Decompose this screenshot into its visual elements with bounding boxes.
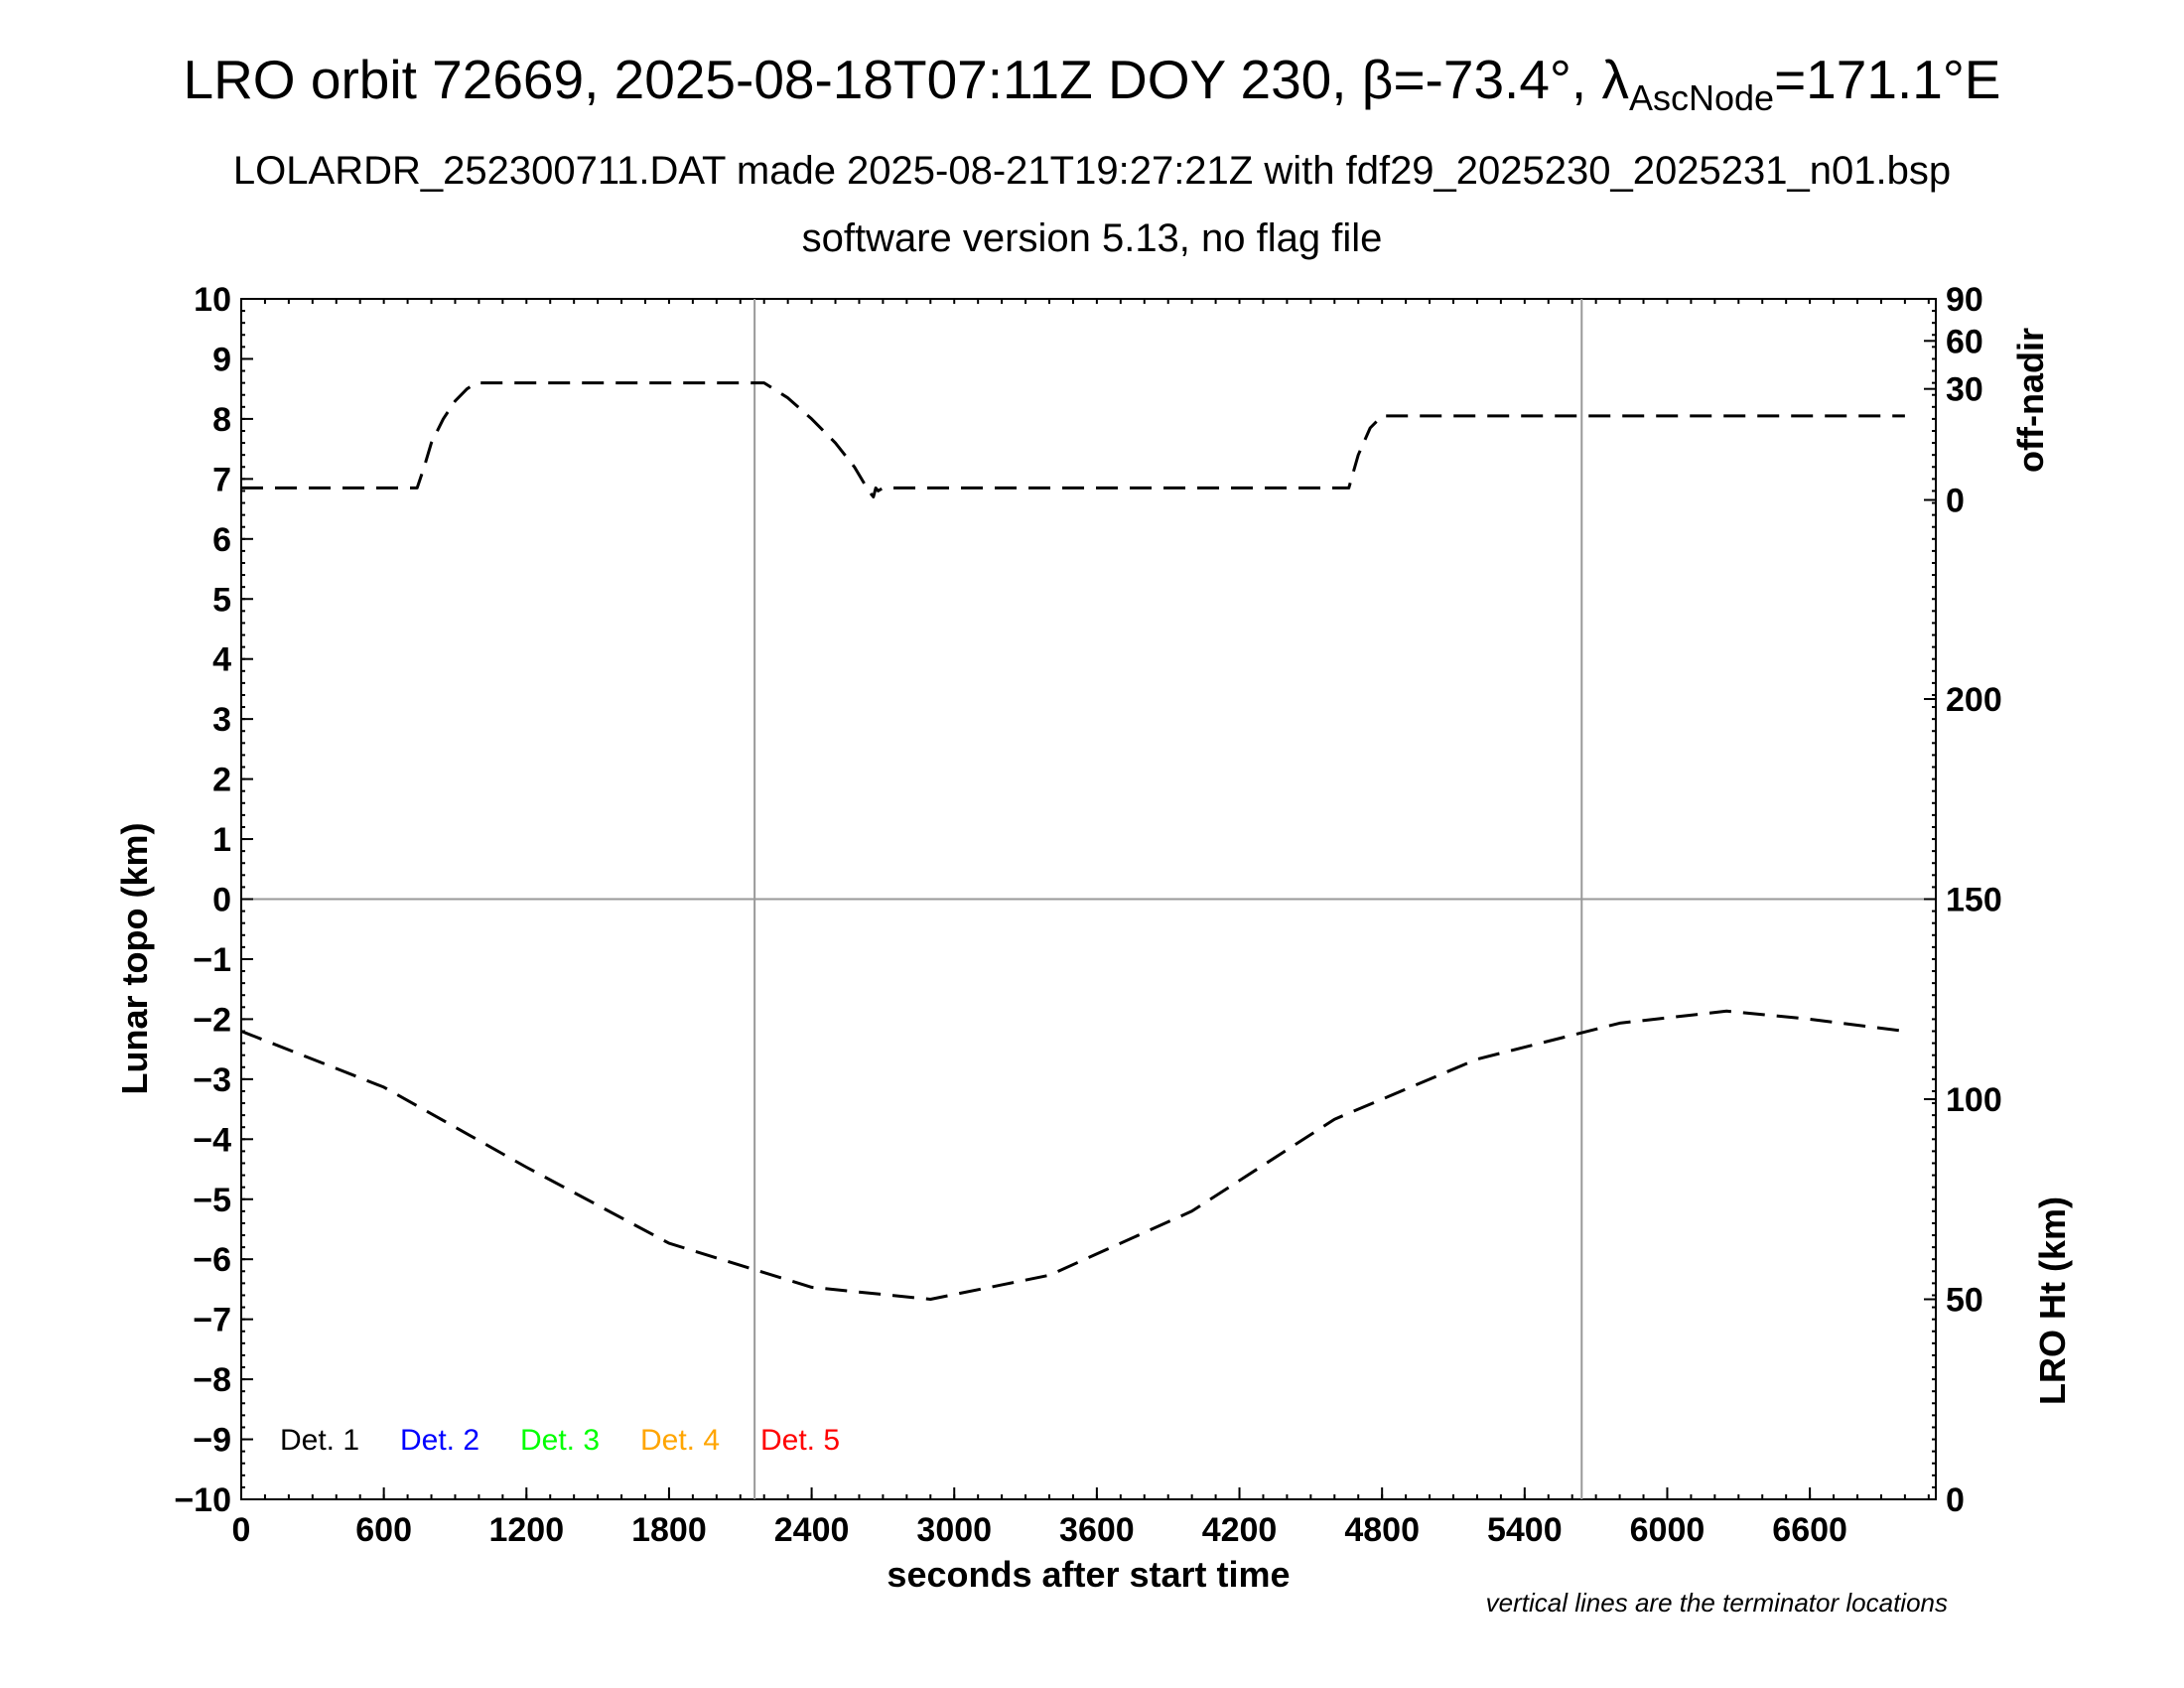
y-axis-label: Lunar topo (km)	[114, 823, 155, 1095]
y-tick-label: −10	[174, 1481, 231, 1519]
off-nadir-tick-label: 0	[1946, 483, 1965, 520]
y-tick-label: −2	[193, 1001, 231, 1039]
legend-item-5: Det. 5	[760, 1424, 840, 1457]
off-nadir-tick-label: 30	[1946, 371, 1983, 409]
chart-title-prefix: LRO orbit 72669, 2025-08-18T07:11Z DOY 2…	[183, 49, 1629, 110]
terminator-footnote: vertical lines are the terminator locati…	[1486, 1588, 1948, 1618]
chart-title-suffix: =171.1°E	[1774, 49, 2001, 110]
x-axis-ticks: 0 600 1200 1800 2400 3000 3600 4200 4800 5400 6000…	[232, 1487, 1847, 1549]
chart-title-subscript: AscNode	[1628, 77, 1775, 118]
right-axis-label-lro-ht: LRO Ht (km)	[2032, 1196, 2073, 1405]
y-tick-label: −5	[193, 1182, 231, 1219]
x-tick-label: 600	[355, 1511, 412, 1549]
legend-item-1: Det. 1	[280, 1424, 359, 1457]
y-tick-label: 6	[212, 521, 231, 559]
chart-title: LRO orbit 72669, 2025-08-18T07:11Z DOY 2…	[0, 48, 2184, 116]
y-tick-label: −4	[193, 1121, 231, 1159]
right-axis-lro-ht-ticks: 0 50 100 150 200	[1924, 681, 2002, 1519]
legend: Det. 1 Det. 2 Det. 3 Det. 4 Det. 5	[280, 1424, 840, 1457]
y-tick-label: 4	[212, 641, 231, 679]
y-tick-label: −6	[193, 1241, 231, 1279]
x-tick-label: 4800	[1344, 1511, 1420, 1549]
y-tick-label: −1	[193, 941, 231, 979]
chart-subtitle-software: software version 5.13, no flag file	[801, 216, 1383, 260]
y-tick-label: 1	[212, 821, 231, 859]
x-tick-label: 5400	[1487, 1511, 1563, 1549]
x-axis-label: seconds after start time	[887, 1554, 1290, 1595]
x-tick-label: 6600	[1772, 1511, 1847, 1549]
x-tick-label: 4200	[1202, 1511, 1278, 1549]
y-tick-label: 7	[212, 461, 231, 498]
y-tick-label: 8	[212, 401, 231, 439]
data-series	[240, 381, 1906, 1301]
legend-item-2: Det. 2	[400, 1424, 479, 1457]
chart-subtitle-file: LOLARDR_252300711.DAT made 2025-08-21T19…	[232, 149, 1952, 193]
x-tick-label: 1800	[631, 1511, 707, 1549]
off-nadir-series-line	[241, 381, 1905, 498]
y-tick-label: −9	[193, 1422, 231, 1460]
grid-lines	[241, 299, 1936, 1499]
lro-ht-tick-label: 50	[1946, 1282, 1983, 1320]
x-tick-label: 3000	[916, 1511, 992, 1549]
off-nadir-tick-label: 90	[1946, 281, 1983, 319]
y-tick-label: −3	[193, 1061, 231, 1099]
y-tick-label: 5	[212, 581, 231, 619]
x-tick-label: 3600	[1059, 1511, 1135, 1549]
lro-ht-tick-label: 0	[1946, 1481, 1965, 1519]
y-tick-label: 10	[194, 281, 231, 319]
y-tick-label: −7	[193, 1302, 231, 1339]
x-tick-label: 0	[232, 1511, 251, 1549]
y-tick-label: 3	[212, 701, 231, 739]
off-nadir-tick-label: 60	[1946, 323, 1983, 360]
y-tick-label: 2	[212, 762, 231, 799]
lro-height-series-line	[240, 1009, 1906, 1301]
right-axis-label-off-nadir: off-nadir	[2010, 328, 2051, 473]
x-tick-label: 6000	[1630, 1511, 1706, 1549]
y-tick-label: −8	[193, 1361, 231, 1399]
y-tick-label: 0	[212, 882, 231, 919]
lro-ht-tick-label: 200	[1946, 681, 2002, 719]
x-tick-label: 2400	[774, 1511, 850, 1549]
legend-item-4: Det. 4	[640, 1424, 720, 1457]
x-tick-label: 1200	[488, 1511, 564, 1549]
y-tick-label: 9	[212, 341, 231, 378]
lro-ht-tick-label: 100	[1946, 1081, 2002, 1119]
right-axis-off-nadir-ticks: 90 60 30 0	[1924, 281, 1983, 520]
legend-item-3: Det. 3	[520, 1424, 600, 1457]
lro-ht-tick-label: 150	[1946, 882, 2002, 919]
